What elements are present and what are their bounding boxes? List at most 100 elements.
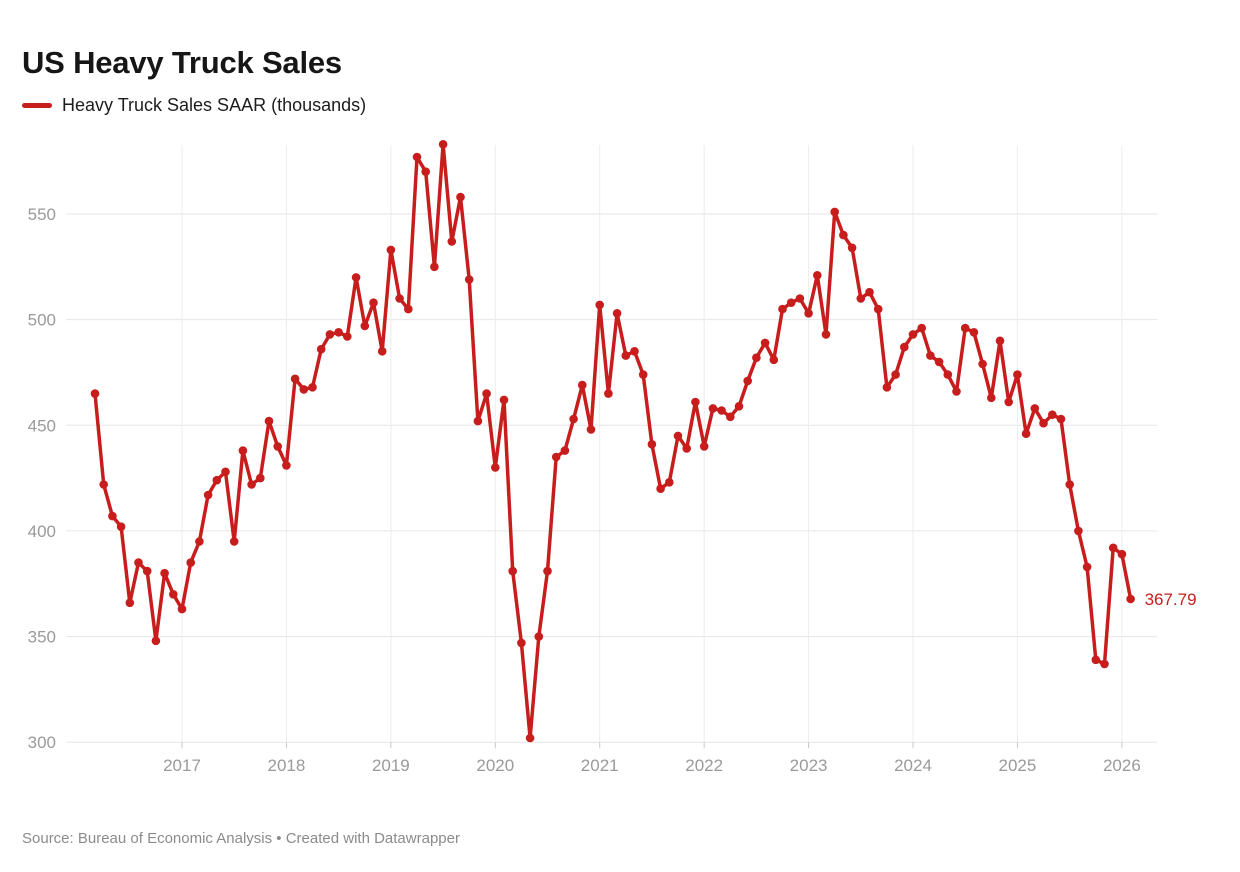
data-point[interactable] bbox=[804, 309, 813, 318]
data-point[interactable] bbox=[960, 323, 970, 333]
data-point[interactable] bbox=[142, 566, 152, 576]
data-point[interactable] bbox=[638, 370, 648, 379]
data-point[interactable] bbox=[386, 245, 396, 255]
data-point[interactable] bbox=[839, 230, 848, 240]
data-point[interactable] bbox=[351, 273, 361, 282]
data-point[interactable] bbox=[125, 598, 135, 608]
data-point[interactable] bbox=[830, 207, 839, 217]
data-point[interactable] bbox=[917, 323, 926, 333]
data-point[interactable] bbox=[673, 431, 683, 441]
data-point[interactable] bbox=[238, 446, 248, 455]
data-point[interactable] bbox=[169, 590, 178, 599]
data-point[interactable] bbox=[778, 304, 787, 314]
data-point[interactable] bbox=[578, 380, 587, 390]
data-point[interactable] bbox=[456, 192, 465, 202]
data-point[interactable] bbox=[1021, 429, 1031, 439]
data-point[interactable] bbox=[247, 480, 256, 489]
data-point[interactable] bbox=[734, 402, 744, 411]
data-point[interactable] bbox=[543, 566, 552, 576]
data-point[interactable] bbox=[978, 359, 987, 369]
data-point[interactable] bbox=[412, 152, 422, 162]
data-point[interactable] bbox=[1074, 526, 1083, 536]
data-point[interactable] bbox=[369, 298, 378, 308]
data-point[interactable] bbox=[647, 440, 657, 449]
data-point[interactable] bbox=[229, 537, 239, 546]
data-point[interactable] bbox=[987, 393, 996, 403]
data-point[interactable] bbox=[708, 404, 718, 413]
data-point[interactable] bbox=[151, 636, 161, 646]
data-point[interactable] bbox=[699, 442, 709, 451]
data-point[interactable] bbox=[934, 357, 944, 367]
data-point[interactable] bbox=[612, 309, 622, 318]
data-point[interactable] bbox=[1065, 480, 1074, 489]
data-point[interactable] bbox=[604, 389, 613, 398]
data-point[interactable] bbox=[377, 347, 387, 356]
data-point[interactable] bbox=[473, 416, 483, 426]
data-point[interactable] bbox=[177, 604, 187, 614]
data-point[interactable] bbox=[769, 355, 779, 365]
data-point[interactable] bbox=[560, 446, 570, 455]
data-point[interactable] bbox=[795, 294, 805, 303]
data-point[interactable] bbox=[334, 328, 343, 337]
data-point[interactable] bbox=[656, 484, 665, 494]
data-point[interactable] bbox=[534, 632, 544, 641]
data-point[interactable] bbox=[1056, 414, 1066, 424]
data-point[interactable] bbox=[717, 406, 726, 415]
data-point[interactable] bbox=[1048, 410, 1057, 420]
data-point[interactable] bbox=[99, 480, 108, 489]
data-point[interactable] bbox=[299, 385, 309, 394]
data-point[interactable] bbox=[786, 298, 796, 308]
data-point[interactable] bbox=[821, 330, 831, 339]
data-point[interactable] bbox=[1100, 659, 1109, 669]
data-point[interactable] bbox=[900, 342, 909, 352]
data-point[interactable] bbox=[108, 511, 117, 521]
data-point[interactable] bbox=[264, 416, 274, 426]
data-point[interactable] bbox=[116, 522, 126, 531]
data-point[interactable] bbox=[1117, 549, 1127, 559]
data-point[interactable] bbox=[517, 638, 526, 648]
data-point[interactable] bbox=[1030, 404, 1040, 413]
data-point[interactable] bbox=[491, 463, 500, 472]
data-point[interactable] bbox=[1013, 370, 1022, 379]
data-point[interactable] bbox=[891, 370, 900, 379]
data-point[interactable] bbox=[813, 271, 822, 280]
data-point[interactable] bbox=[847, 243, 857, 253]
data-point[interactable] bbox=[499, 395, 509, 405]
data-point[interactable] bbox=[760, 338, 770, 348]
data-point[interactable] bbox=[325, 330, 335, 339]
data-point[interactable] bbox=[1082, 562, 1092, 572]
data-point[interactable] bbox=[1091, 655, 1101, 665]
data-point[interactable] bbox=[438, 140, 448, 149]
data-point[interactable] bbox=[926, 351, 935, 360]
data-point[interactable] bbox=[90, 389, 100, 398]
data-point[interactable] bbox=[873, 304, 883, 314]
data-point[interactable] bbox=[1039, 418, 1048, 428]
data-point[interactable] bbox=[308, 383, 317, 392]
data-point[interactable] bbox=[343, 332, 352, 341]
data-point[interactable] bbox=[1126, 594, 1135, 604]
data-point[interactable] bbox=[621, 351, 631, 360]
data-point[interactable] bbox=[404, 304, 413, 314]
data-point[interactable] bbox=[665, 478, 674, 487]
data-point[interactable] bbox=[856, 294, 866, 303]
data-point[interactable] bbox=[525, 733, 535, 743]
data-point[interactable] bbox=[430, 262, 439, 272]
data-point[interactable] bbox=[1108, 543, 1118, 553]
data-point[interactable] bbox=[186, 558, 195, 567]
data-point[interactable] bbox=[551, 452, 561, 462]
data-point[interactable] bbox=[160, 568, 169, 578]
data-point[interactable] bbox=[569, 414, 578, 424]
data-point[interactable] bbox=[282, 461, 291, 470]
data-point[interactable] bbox=[726, 412, 735, 422]
data-point[interactable] bbox=[595, 300, 604, 310]
data-point[interactable] bbox=[290, 374, 300, 384]
data-point[interactable] bbox=[508, 566, 517, 576]
data-point[interactable] bbox=[691, 397, 700, 407]
data-point[interactable] bbox=[273, 442, 283, 451]
data-point[interactable] bbox=[752, 353, 761, 363]
data-point[interactable] bbox=[682, 444, 691, 453]
data-point[interactable] bbox=[464, 275, 474, 284]
data-point[interactable] bbox=[360, 321, 370, 331]
data-point[interactable] bbox=[995, 336, 1005, 346]
data-point[interactable] bbox=[447, 237, 457, 246]
